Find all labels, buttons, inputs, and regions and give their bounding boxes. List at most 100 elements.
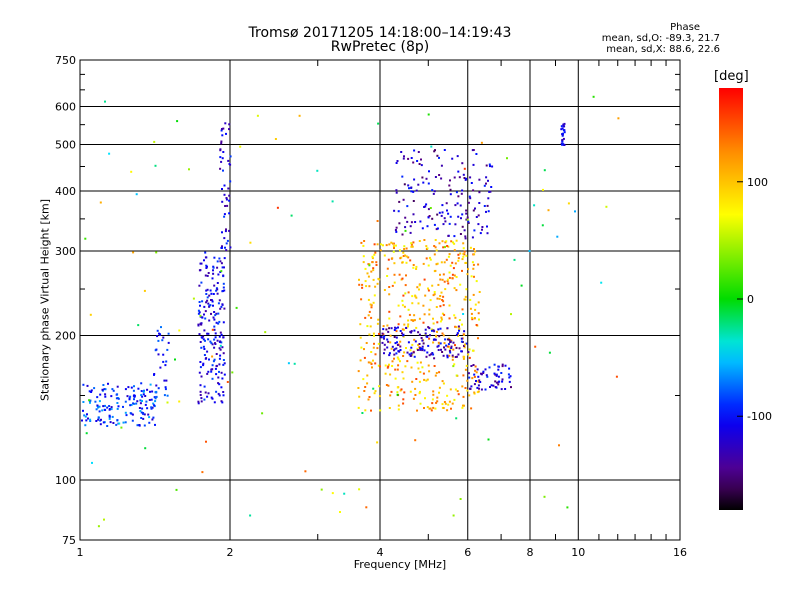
data-point	[388, 327, 391, 330]
data-point	[214, 332, 217, 335]
data-point	[396, 368, 399, 371]
data-point	[200, 281, 203, 284]
data-point	[446, 278, 449, 281]
data-point	[449, 193, 452, 196]
data-point	[395, 347, 398, 350]
data-point	[414, 294, 417, 297]
data-point	[363, 348, 365, 351]
data-point	[420, 164, 423, 167]
data-point	[210, 299, 212, 301]
data-point	[371, 261, 374, 264]
data-point	[460, 192, 463, 195]
data-point	[462, 247, 465, 250]
data-point	[213, 284, 216, 287]
data-point	[443, 342, 446, 345]
data-point	[500, 372, 503, 374]
data-point	[220, 371, 223, 374]
data-point	[224, 205, 227, 207]
data-point	[418, 288, 420, 291]
data-point	[162, 360, 165, 363]
data-point	[404, 365, 407, 368]
data-point	[98, 410, 101, 413]
data-point	[433, 357, 436, 360]
y-tick-label: 75	[62, 534, 76, 547]
data-point	[441, 278, 444, 281]
data-point	[561, 134, 564, 137]
data-point	[405, 274, 407, 277]
data-point	[415, 378, 418, 380]
data-point	[454, 325, 457, 328]
data-point	[428, 313, 431, 316]
data-point	[389, 394, 392, 397]
data-point	[432, 322, 435, 325]
data-point	[412, 213, 415, 216]
data-point	[389, 341, 392, 344]
data-point	[374, 251, 377, 254]
data-point	[439, 342, 442, 345]
data-point	[320, 488, 323, 491]
data-point	[471, 349, 474, 352]
data-point	[475, 216, 478, 218]
data-point	[446, 394, 449, 397]
data-point	[452, 348, 455, 351]
data-point	[369, 325, 372, 328]
data-point	[435, 372, 438, 374]
data-point	[421, 349, 424, 352]
data-point	[391, 257, 394, 260]
data-point	[221, 157, 224, 160]
data-point	[457, 393, 460, 396]
data-point	[452, 514, 455, 517]
data-point	[423, 349, 426, 352]
data-point	[448, 338, 451, 341]
data-point	[161, 339, 164, 342]
data-point	[477, 214, 480, 217]
data-point	[480, 141, 483, 144]
data-point	[430, 145, 433, 148]
data-point	[163, 379, 166, 382]
data-point	[198, 284, 201, 287]
data-point	[142, 391, 145, 393]
data-point	[215, 287, 218, 290]
data-point	[220, 140, 223, 143]
data-point	[393, 209, 396, 212]
data-point	[458, 329, 460, 332]
data-point	[223, 257, 226, 260]
data-point	[419, 220, 422, 223]
data-point	[392, 245, 395, 248]
data-point	[360, 346, 363, 349]
data-point	[84, 237, 87, 240]
data-point	[213, 325, 216, 328]
data-point	[465, 218, 468, 221]
data-point	[479, 232, 482, 235]
data-point	[217, 273, 220, 276]
data-point	[441, 403, 444, 406]
data-point	[112, 422, 115, 424]
data-point	[434, 239, 437, 241]
data-point	[407, 184, 410, 187]
data-point	[461, 406, 464, 409]
data-point	[455, 346, 458, 349]
data-point	[473, 375, 476, 378]
data-point	[479, 381, 482, 383]
data-point	[199, 262, 202, 265]
data-point	[454, 204, 457, 207]
data-point	[163, 394, 166, 397]
data-point	[408, 187, 410, 190]
data-point	[373, 243, 376, 246]
data-point	[383, 343, 386, 346]
data-point	[393, 247, 395, 249]
data-point	[366, 382, 369, 385]
data-point	[364, 280, 367, 283]
data-point	[200, 400, 203, 403]
data-point	[373, 294, 376, 297]
data-point	[219, 148, 222, 151]
data-point	[464, 295, 467, 298]
data-point	[458, 327, 461, 330]
data-point	[470, 275, 473, 278]
data-point	[198, 301, 201, 303]
data-point	[343, 492, 346, 495]
data-point	[474, 308, 477, 311]
data-point	[152, 402, 155, 405]
data-point	[446, 356, 449, 359]
data-point	[222, 359, 225, 361]
